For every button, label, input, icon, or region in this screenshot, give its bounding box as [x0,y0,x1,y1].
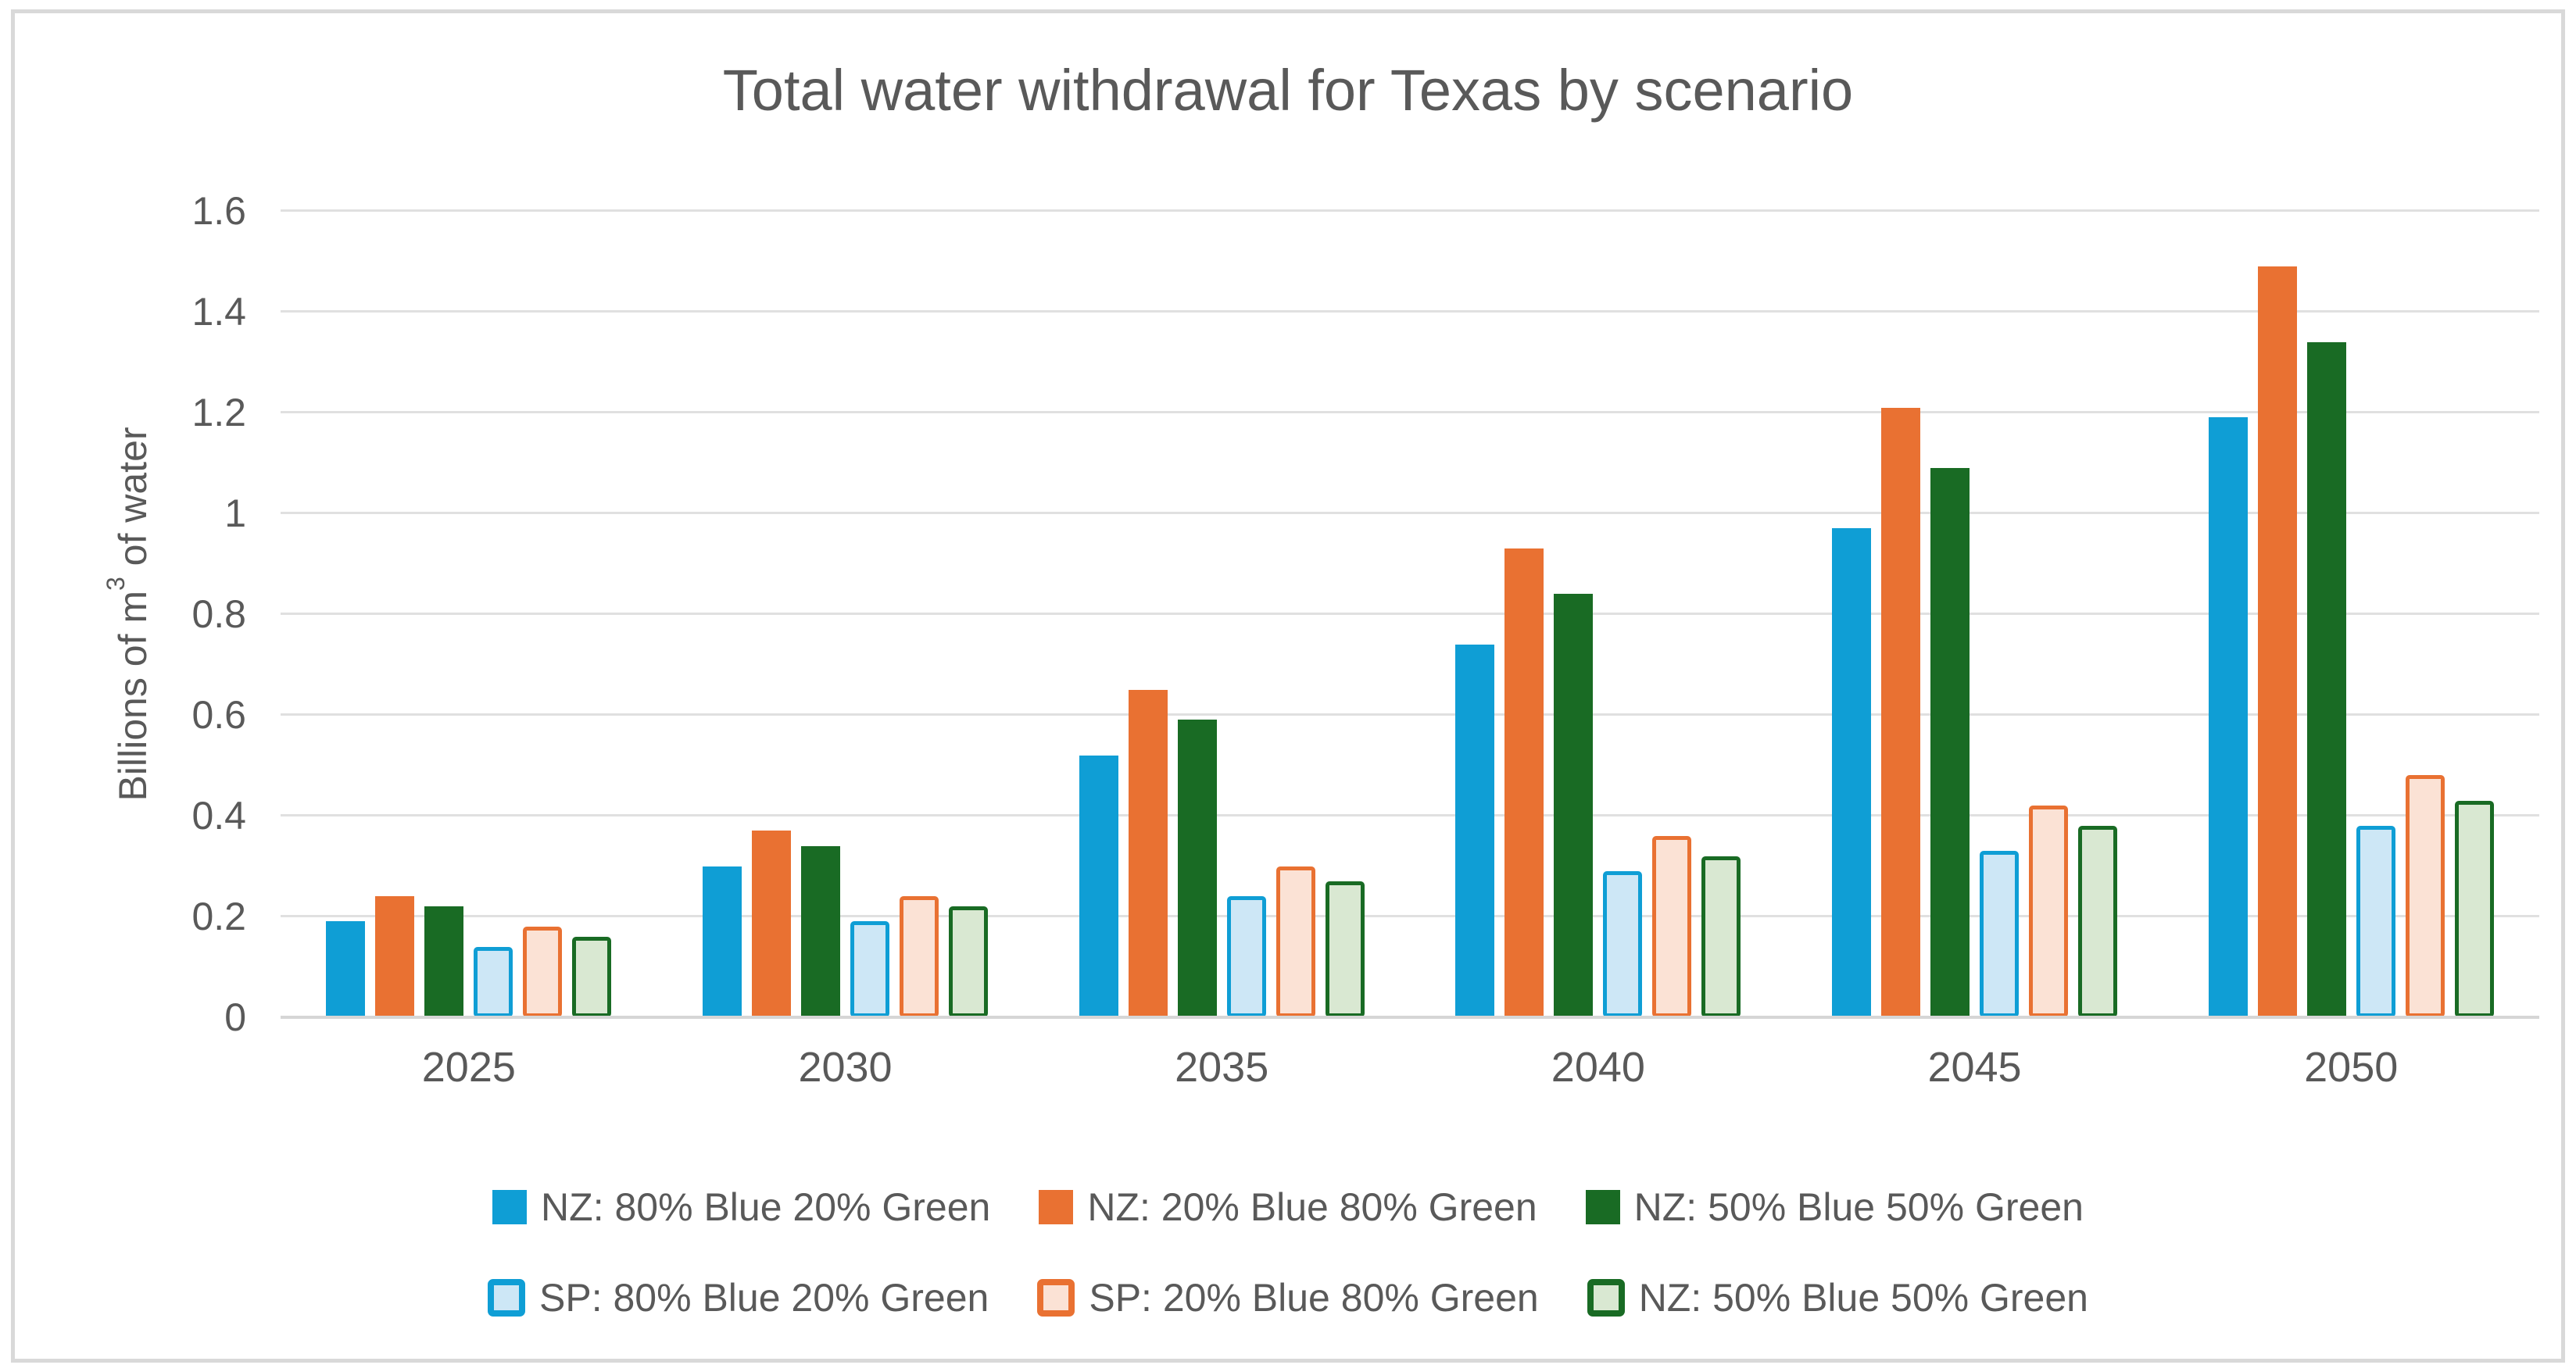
x-label-2030: 2030 [798,1044,893,1091]
bar-nz-50-blue-50-green-2040 [1701,856,1741,1017]
y-tick-1.6: 1.6 [191,189,246,233]
legend-item-nz-50-blue-50-green-1: NZ: 50% Blue 50% Green [1585,1184,2084,1230]
gridline-1.4 [281,310,2539,313]
bar-group-2025 [281,211,657,1017]
bar-sp-20-blue-80-green-2040 [1652,835,1692,1017]
bar-group-2045 [1787,211,2163,1017]
bar-nz-20-blue-80-green-2035 [1128,689,1168,1017]
y-axis-title-superscript: 3 [102,577,130,591]
bar-nz-50-blue-50-green-2035 [1177,720,1217,1017]
bar-group-2030 [657,211,1034,1017]
bar-nz-50-blue-50-green-2040 [1554,594,1594,1017]
x-label-2050: 2050 [2304,1044,2399,1091]
legend-swatch-icon [1585,1190,1620,1224]
bar-nz-80-blue-20-green-2050 [2208,417,2248,1017]
y-tick-0.8: 0.8 [191,592,246,636]
bar-nz-50-blue-50-green-2025 [424,906,464,1017]
chart-title: Total water withdrawal for Texas by scen… [722,58,1854,123]
bar-nz-50-blue-50-green-2045 [1930,467,1970,1017]
plot-area [281,209,2539,1019]
legend-row-2: SP: 80% Blue 20% Green SP: 20% Blue 80% G… [15,1273,2561,1323]
y-tick-1.4: 1.4 [191,290,246,334]
x-label-2025: 2025 [421,1044,516,1091]
legend-swatch-icon [488,1279,525,1317]
gridline-1.6 [281,209,2539,212]
y-tick-0.2: 0.2 [191,895,246,938]
y-tick-0.6: 0.6 [191,693,246,737]
bar-nz-80-blue-20-green-2030 [703,866,742,1017]
bar-nz-80-blue-20-green-2040 [1455,644,1495,1017]
y-tick-1: 1 [224,491,246,535]
bar-nz-50-blue-50-green-2025 [572,936,612,1017]
x-axis-line [281,1016,2539,1019]
bar-sp-80-blue-20-green-2050 [2356,825,2395,1017]
gridline-0.2 [281,915,2539,917]
y-tick-0.4: 0.4 [191,794,246,838]
bar-nz-80-blue-20-green-2045 [1832,528,1872,1017]
bar-sp-20-blue-80-green-2035 [1275,866,1315,1017]
legend-item-sp-20-blue-80-green-2: SP: 20% Blue 80% Green [1037,1275,1539,1320]
bar-sp-20-blue-80-green-2030 [900,896,939,1017]
legend-swatch-icon [1037,1279,1075,1317]
bar-nz-50-blue-50-green-2050 [2454,800,2494,1017]
bar-nz-20-blue-80-green-2030 [752,831,791,1017]
gridline-0.6 [281,713,2539,716]
bar-nz-50-blue-50-green-2030 [949,906,988,1017]
x-label-2045: 2045 [1927,1044,2022,1091]
gridline-1.2 [281,411,2539,413]
bar-nz-50-blue-50-green-2030 [801,845,840,1017]
bar-groups [281,211,2539,1017]
legend-item-nz-80-blue-20-green-1: NZ: 80% Blue 20% Green [492,1184,990,1230]
legend-swatch-icon [1587,1279,1625,1317]
bar-nz-20-blue-80-green-2025 [375,896,415,1017]
y-tick-0: 0 [224,995,246,1039]
bar-nz-20-blue-80-green-2050 [2257,266,2297,1017]
bar-group-2040 [1410,211,1787,1017]
bar-sp-80-blue-20-green-2030 [850,921,889,1017]
legend-label: NZ: 50% Blue 50% Green [1638,1276,2088,1320]
legend-label: NZ: 20% Blue 80% Green [1087,1185,1537,1229]
legend-label: NZ: 50% Blue 50% Green [1633,1185,2084,1229]
x-label-2035: 2035 [1175,1044,1269,1091]
legend-label: SP: 20% Blue 80% Green [1089,1276,1539,1320]
y-tick-1.2: 1.2 [191,391,246,434]
bar-nz-50-blue-50-green-2050 [2306,341,2346,1017]
bar-nz-20-blue-80-green-2045 [1881,407,1921,1017]
bar-sp-80-blue-20-green-2035 [1226,896,1266,1017]
legend-swatch-icon [1039,1190,1074,1224]
gridline-1.0 [281,512,2539,514]
bar-sp-80-blue-20-green-2025 [474,946,513,1017]
x-label-2040: 2040 [1551,1044,1645,1091]
bar-sp-20-blue-80-green-2050 [2405,775,2445,1017]
bar-sp-80-blue-20-green-2040 [1603,870,1643,1017]
gridline-0.4 [281,814,2539,816]
bar-sp-20-blue-80-green-2025 [523,926,563,1017]
legend-row-1: NZ: 80% Blue 20% Green NZ: 20% Blue 80% G… [15,1182,2561,1232]
gridline-0.8 [281,613,2539,615]
legend-label: NZ: 80% Blue 20% Green [541,1185,991,1229]
bar-nz-80-blue-20-green-2035 [1079,755,1118,1017]
legend-item-nz-50-blue-50-green-2: NZ: 50% Blue 50% Green [1587,1275,2088,1320]
bar-nz-50-blue-50-green-2045 [2078,825,2118,1017]
x-axis-labels: 2025 2030 2035 2040 2045 2050 [281,1043,2539,1092]
legend-label: SP: 80% Blue 20% Green [539,1276,989,1320]
chart-frame: Total water withdrawal for Texas by scen… [11,9,2565,1363]
bar-sp-20-blue-80-green-2045 [2029,806,2069,1017]
bar-group-2035 [1033,211,1410,1017]
legend-item-sp-80-blue-20-green-2: SP: 80% Blue 20% Green [488,1275,989,1320]
bar-group-2050 [2163,211,2539,1017]
bar-nz-50-blue-50-green-2035 [1325,881,1365,1017]
legend-swatch-icon [492,1190,528,1224]
bar-nz-20-blue-80-green-2040 [1504,548,1544,1017]
bar-sp-80-blue-20-green-2045 [1980,851,2020,1017]
bar-nz-80-blue-20-green-2025 [326,921,366,1017]
legend-item-nz-20-blue-80-green-1: NZ: 20% Blue 80% Green [1039,1184,1537,1230]
